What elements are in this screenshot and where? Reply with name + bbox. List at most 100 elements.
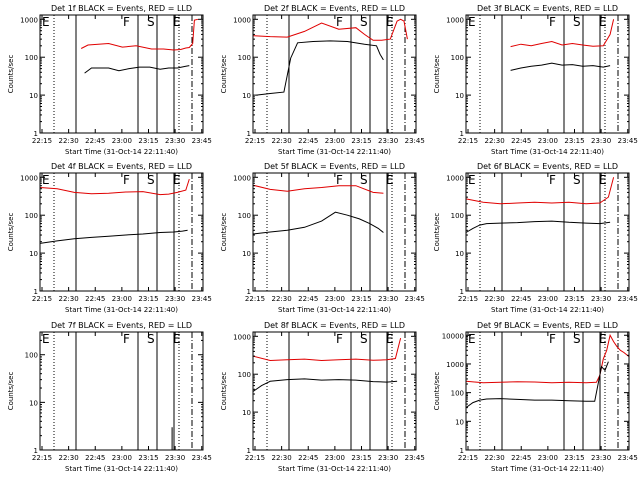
x-axis-label: Start Time (31-Oct-14 22:11:40) — [278, 306, 391, 314]
y-tick-label: 10 — [455, 92, 464, 100]
x-tick-label: 22:45 — [298, 295, 318, 303]
x-tick-label: 22:45 — [298, 454, 318, 462]
y-tick-label: 10 — [29, 92, 38, 100]
x-tick-label: 23:30 — [378, 137, 398, 145]
event-marker-label: F — [123, 15, 130, 29]
series-lld-line — [39, 178, 190, 196]
x-axis-label: Start Time (31-Oct-14 22:11:40) — [65, 306, 178, 314]
series-events-line — [465, 361, 609, 409]
event-marker-label: F — [549, 332, 556, 346]
series-lld-line — [510, 19, 615, 48]
x-tick-label: 22:15 — [245, 295, 265, 303]
panel-8: Det 8f BLACK = Events, RED = LLD Counts/s… — [220, 321, 425, 473]
series-events-line — [465, 220, 611, 233]
x-tick-label: 22:15 — [32, 454, 52, 462]
x-tick-label: 22:45 — [85, 137, 105, 145]
series-lld-line — [465, 333, 630, 384]
event-marker-label: E — [599, 173, 607, 187]
x-tick-label: 22:15 — [458, 295, 478, 303]
event-marker-label: E — [468, 173, 476, 187]
panel-5: Det 5f BLACK = Events, RED = LLD Counts/s… — [220, 162, 425, 314]
event-marker-label: E — [42, 173, 50, 187]
y-tick-label: 1 — [460, 288, 464, 296]
x-tick-label: 22:15 — [245, 454, 265, 462]
x-tick-label: 23:30 — [378, 295, 398, 303]
y-tick-label: 100 — [238, 212, 251, 220]
x-tick-label: 23:00 — [112, 295, 132, 303]
event-marker-label: E — [173, 332, 181, 346]
x-tick-label: 22:15 — [32, 137, 52, 145]
event-marker-label: S — [147, 15, 155, 29]
y-tick-label: 1 — [460, 447, 464, 455]
event-marker-label: S — [573, 173, 581, 187]
event-marker-label: E — [42, 15, 50, 29]
series-lld-line — [465, 177, 615, 205]
y-tick-label: 1000 — [446, 16, 464, 24]
y-tick-label: 10 — [455, 418, 464, 426]
y-tick-label: 100 — [25, 212, 38, 220]
event-marker-label: E — [386, 15, 394, 29]
x-axis-label: Start Time (31-Oct-14 22:11:40) — [65, 465, 178, 473]
event-marker-label: F — [123, 332, 130, 346]
x-tick-label: 23:00 — [538, 137, 558, 145]
y-tick-label: 100 — [451, 212, 464, 220]
x-tick-label: 23:00 — [112, 454, 132, 462]
x-tick-label: 23:45 — [405, 137, 425, 145]
panel-6: Det 6f BLACK = Events, RED = LLD Counts/s… — [433, 162, 638, 314]
y-tick-label: 1000 — [233, 174, 251, 182]
x-tick-label: 23:15 — [564, 295, 584, 303]
y-tick-label: 10000 — [442, 332, 464, 340]
x-tick-label: 22:30 — [59, 137, 79, 145]
panel-9: Det 9f BLACK = Events, RED = LLD Counts/s… — [433, 321, 638, 473]
x-tick-label: 23:15 — [138, 454, 158, 462]
plot-frame — [39, 331, 204, 451]
x-tick-label: 22:30 — [272, 454, 292, 462]
event-marker-label: E — [386, 173, 394, 187]
panel-title: Det 6f BLACK = Events, RED = LLD — [477, 162, 618, 171]
x-tick-label: 22:30 — [485, 137, 505, 145]
panel-title: Det 4f BLACK = Events, RED = LLD — [51, 162, 192, 171]
series-events-line — [39, 229, 188, 244]
x-tick-label: 23:30 — [591, 137, 611, 145]
y-tick-label: 1000 — [233, 333, 251, 341]
series-events-line — [510, 62, 611, 71]
y-tick-label: 1 — [34, 130, 38, 138]
y-tick-label: 1 — [34, 288, 38, 296]
x-tick-label: 22:45 — [511, 137, 531, 145]
panel-title: Det 2f BLACK = Events, RED = LLD — [264, 4, 405, 13]
x-tick-label: 22:15 — [32, 295, 52, 303]
x-tick-label: 23:30 — [378, 454, 398, 462]
panel-2: Det 2f BLACK = Events, RED = LLD Counts/s… — [220, 4, 425, 156]
event-marker-label: S — [147, 332, 155, 346]
y-axis-label: Counts/sec — [7, 55, 15, 94]
x-tick-label: 23:15 — [351, 454, 371, 462]
x-tick-label: 23:00 — [112, 137, 132, 145]
x-tick-label: 23:00 — [325, 454, 345, 462]
x-tick-label: 22:45 — [511, 454, 531, 462]
x-tick-label: 23:30 — [591, 295, 611, 303]
event-marker-label: E — [468, 15, 476, 29]
y-tick-label: 1000 — [233, 16, 251, 24]
event-marker-label: F — [336, 332, 343, 346]
x-tick-label: 22:30 — [59, 295, 79, 303]
x-tick-label: 23:00 — [538, 295, 558, 303]
x-tick-label: 22:15 — [458, 137, 478, 145]
event-marker-label: E — [599, 15, 607, 29]
panel-title: Det 5f BLACK = Events, RED = LLD — [264, 162, 405, 171]
y-axis-label: Counts/sec — [433, 55, 441, 94]
event-marker-label: E — [173, 15, 181, 29]
y-tick-label: 1000 — [20, 174, 38, 182]
series-events-line — [252, 378, 398, 392]
x-tick-label: 22:30 — [485, 295, 505, 303]
event-marker-label: F — [549, 173, 556, 187]
plot-frame — [252, 172, 417, 292]
x-tick-label: 23:45 — [192, 295, 212, 303]
y-tick-label: 100 — [451, 390, 464, 398]
y-tick-label: 100 — [25, 54, 38, 62]
y-tick-label: 10 — [242, 250, 251, 258]
panel-title: Det 8f BLACK = Events, RED = LLD — [264, 321, 405, 330]
x-axis-label: Start Time (31-Oct-14 22:11:40) — [491, 306, 604, 314]
x-tick-label: 22:30 — [272, 295, 292, 303]
y-tick-label: 1 — [460, 130, 464, 138]
